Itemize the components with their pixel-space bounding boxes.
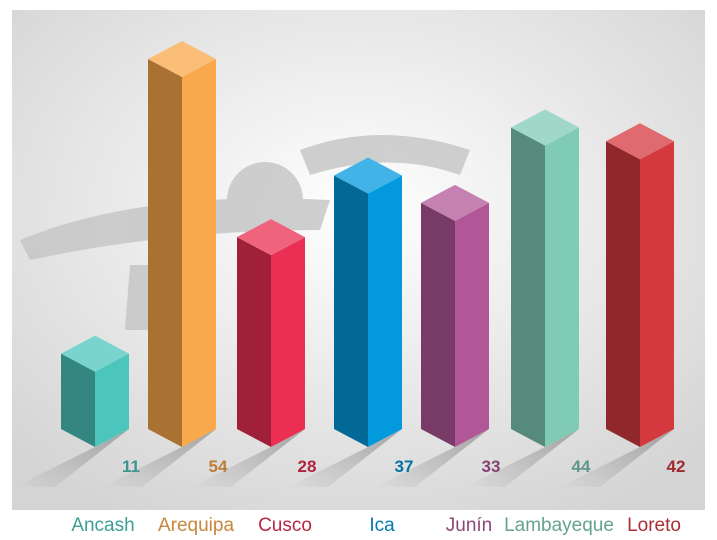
bar-left-face [237,237,271,447]
value-label: 44 [572,457,591,476]
value-label: 42 [667,457,686,476]
bar-left-face [606,141,640,447]
bar-right-face [271,237,305,447]
bar-right-face [368,175,402,447]
x-tick-label: Arequipa [158,515,234,536]
bar [148,41,216,447]
bar [606,123,674,447]
bar-right-face [95,353,129,447]
bar [421,184,489,447]
bar-left-face [334,175,368,447]
x-tick-label: Loreto [627,515,681,536]
x-tick-label: Ica [369,515,395,536]
bar-top-face [61,335,129,372]
bar [61,335,129,447]
x-tick-label: Lambayeque [504,515,614,536]
bar-top-face [606,123,674,160]
bar-left-face [511,127,545,447]
bar-left-face [421,202,455,447]
bar-top-face [148,41,216,77]
x-tick-label: Cusco [258,515,312,536]
bar-top-face [421,184,489,221]
bar-left-face [148,59,182,447]
bar-top-face [237,219,305,256]
bar [334,157,402,447]
bar-right-face [640,141,674,447]
bar [511,109,579,447]
bar-right-face [455,202,489,447]
bar-top-face [334,157,402,194]
x-tick-label: Junín [446,515,492,536]
value-label: 28 [298,457,317,476]
bar-right-face [182,59,216,447]
bar-right-face [545,127,579,447]
bar [237,219,305,447]
value-label: 33 [482,457,501,476]
x-tick-label: Ancash [71,515,134,536]
bar-top-face [511,109,579,146]
bar-left-face [61,353,95,447]
